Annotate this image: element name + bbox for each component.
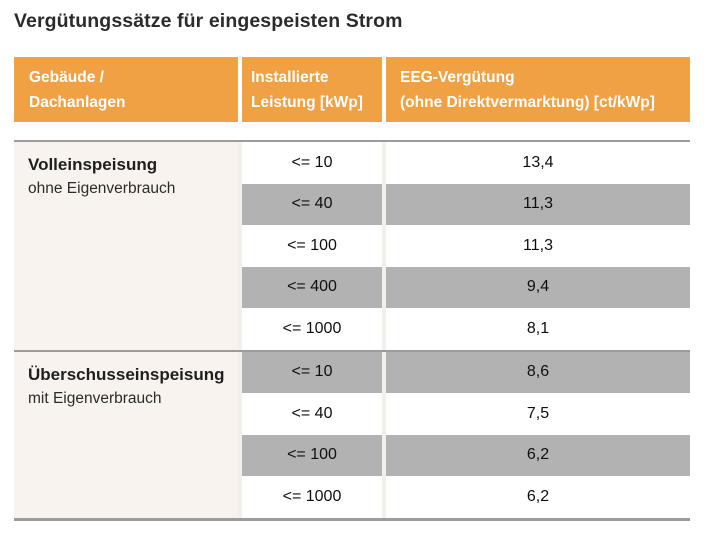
table-header-row: Gebäude / Dachanlagen Installierte Leist… [14,57,690,122]
column-header-line: Gebäude / [29,68,104,86]
column-separator [238,351,242,518]
power-cell: <= 40 [242,393,382,435]
column-separator [238,142,242,350]
column-separator [382,57,386,122]
column-separator [382,142,386,184]
column-separator [382,434,386,476]
section-rows: <= 10 8,6 <= 40 7,5 <= 100 6,2 <= 1000 [242,351,690,518]
rate-cell: 13,4 [386,142,690,184]
column-separator [382,476,386,518]
column-header-line: Dachanlagen [29,93,126,111]
section-subtitle: ohne Eigenverbrauch [28,180,176,197]
rate-cell: 6,2 [386,476,690,518]
rate-cell: 8,6 [386,351,690,393]
table-row: <= 100 6,2 [242,434,690,476]
column-header-line: Installierte [251,68,329,86]
column-separator [382,266,386,308]
table-row: <= 10 13,4 [242,142,690,184]
section-ueberschusseinspeisung: Überschusseinspeisung mit Eigenverbrauch… [14,351,690,518]
table-row: <= 1000 8,1 [242,308,690,350]
rate-cell: 11,3 [386,183,690,225]
section-rows: <= 10 13,4 <= 40 11,3 <= 100 11,3 <= 400 [242,142,690,350]
table-row: <= 40 11,3 [242,183,690,225]
power-cell: <= 10 [242,351,382,393]
rate-cell: 6,2 [386,434,690,476]
column-separator [382,308,386,350]
column-separator [238,57,242,122]
section-name: Überschusseinspeisung [28,364,225,384]
power-cell: <= 1000 [242,476,382,518]
power-cell: <= 100 [242,434,382,476]
rate-cell: 9,4 [386,266,690,308]
column-separator [382,393,386,435]
page: Vergütungssätze für eingespeisten Strom … [14,10,690,521]
power-cell: <= 100 [242,225,382,267]
column-header-installed-power: Installierte Leistung [kWp] [242,57,382,122]
column-separator [382,225,386,267]
power-cell: <= 1000 [242,308,382,350]
section-divider-rule [14,349,690,352]
table-bottom-rule [14,517,690,521]
table-top-rule [14,140,690,142]
section-name: Volleinspeisung [28,155,158,174]
section-volleinspeisung: Volleinspeisung ohne Eigenverbrauch <= 1… [14,142,690,350]
header-gap [14,122,690,140]
column-header-line: EEG-Vergütung [400,68,515,86]
section-label-cell: Überschusseinspeisung mit Eigenverbrauch [14,351,238,518]
table-row: <= 40 7,5 [242,393,690,435]
table-row: <= 100 11,3 [242,225,690,267]
rate-cell: 11,3 [386,225,690,267]
power-cell: <= 10 [242,142,382,184]
table-row: <= 1000 6,2 [242,476,690,518]
column-header-building-type: Gebäude / Dachanlagen [14,57,238,122]
section-subtitle: mit Eigenverbrauch [28,389,162,407]
column-header-line: Leistung [kWp] [251,93,363,111]
page-title: Vergütungssätze für eingespeisten Strom [14,10,403,32]
column-header-line: (ohne Direktvermarktung) [ct/kWp] [400,93,655,111]
power-cell: <= 400 [242,266,382,308]
table-row: <= 400 9,4 [242,266,690,308]
column-separator [382,351,386,393]
column-header-eeg-rate: EEG-Vergütung (ohne Direktvermarktung) [… [386,57,690,122]
power-cell: <= 40 [242,183,382,225]
section-label-cell: Volleinspeisung ohne Eigenverbrauch [14,142,238,350]
column-separator [382,183,386,225]
table-row: <= 10 8,6 [242,351,690,393]
rate-cell: 8,1 [386,308,690,350]
feed-in-tariff-table: Gebäude / Dachanlagen Installierte Leist… [14,57,690,521]
rate-cell: 7,5 [386,393,690,435]
